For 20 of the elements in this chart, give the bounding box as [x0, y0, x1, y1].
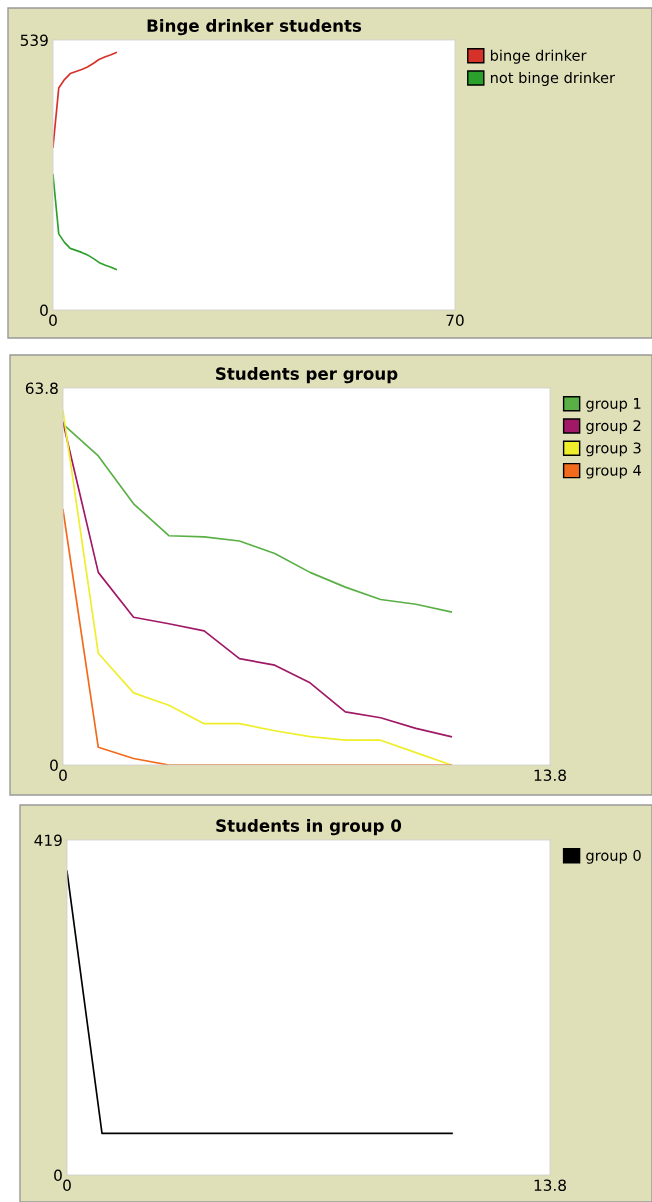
legend-label: binge drinker [490, 49, 587, 64]
legend-label: group 0 [586, 849, 641, 864]
legend-label: group 2 [586, 420, 641, 435]
y-tick-label: 63.8 [25, 382, 58, 395]
line-series [63, 423, 453, 613]
legend-label: group 3 [586, 442, 641, 457]
x-tick-label: 13.8 [534, 769, 566, 781]
y-tick-label: 0 [54, 1169, 62, 1182]
y-tick-label: 419 [34, 834, 62, 847]
chart-title: Binge drinker students [147, 19, 362, 36]
legend-label: not binge drinker [490, 71, 616, 87]
chart-title: Students per group [216, 367, 398, 384]
x-tick-label: 13.8 [534, 1179, 566, 1191]
legend-label: group 4 [586, 464, 641, 479]
y-tick-label: 0 [40, 304, 48, 317]
y-tick-label: 539 [20, 34, 48, 47]
x-tick-label: 70 [446, 314, 464, 326]
chart-title: Students in group 0 [216, 819, 402, 836]
y-tick-label: 0 [50, 759, 58, 772]
legend-label: group 1 [586, 398, 641, 412]
